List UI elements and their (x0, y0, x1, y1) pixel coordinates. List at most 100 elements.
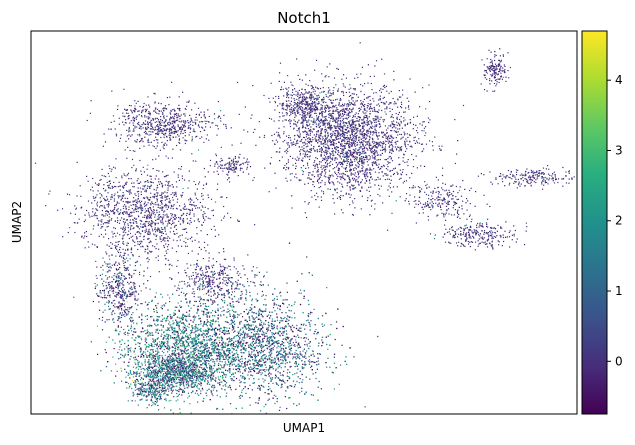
scatter-point (312, 87, 314, 89)
scatter-point (486, 66, 488, 68)
scatter-point (310, 140, 312, 142)
scatter-point (177, 130, 179, 132)
scatter-point (165, 233, 167, 235)
scatter-point (291, 173, 293, 175)
scatter-point (179, 209, 182, 211)
scatter-point (294, 114, 296, 116)
scatter-point (329, 110, 331, 112)
scatter-point (150, 215, 153, 217)
scatter-point (199, 283, 201, 285)
scatter-point (175, 228, 178, 231)
scatter-point (327, 141, 329, 143)
scatter-point (138, 110, 140, 112)
scatter-point (197, 273, 199, 275)
scatter-point (353, 141, 355, 144)
scatter-point (152, 221, 154, 223)
scatter-point (96, 218, 98, 220)
scatter-point (312, 96, 314, 98)
scatter-point (412, 166, 414, 168)
scatter-point (199, 268, 201, 270)
scatter-point (324, 162, 327, 164)
scatter-point (285, 169, 287, 171)
scatter-point (347, 127, 349, 129)
scatter-point (327, 155, 330, 158)
scatter-point (94, 212, 97, 214)
scatter-point (79, 185, 81, 187)
scatter-point (106, 204, 108, 206)
scatter-point (375, 118, 377, 120)
scatter-point (118, 202, 120, 204)
scatter-point (153, 146, 155, 148)
scatter-point (175, 195, 177, 197)
scatter-point (164, 199, 166, 201)
scatter-point (302, 115, 304, 117)
scatter-point (314, 150, 316, 152)
scatter-point (409, 78, 411, 80)
scatter-point (320, 161, 322, 163)
scatter-point (491, 75, 494, 77)
scatter-point (378, 132, 380, 134)
scatter-point (186, 245, 188, 247)
scatter-point (299, 114, 301, 116)
scatter-point (326, 122, 328, 124)
scatter-point (359, 190, 361, 192)
scatter-point (329, 165, 331, 167)
scatter-point (136, 180, 138, 182)
scatter-point (401, 103, 403, 105)
scatter-point (132, 186, 134, 188)
scatter-point (113, 211, 115, 214)
scatter-point (345, 77, 347, 79)
scatter-point (154, 227, 156, 229)
scatter-point (286, 114, 288, 116)
scatter-point (347, 103, 349, 105)
scatter-point (341, 185, 343, 187)
scatter-point (115, 246, 117, 248)
scatter-point (366, 107, 368, 109)
scatter-point (351, 142, 353, 144)
scatter-point (361, 122, 363, 124)
scatter-point (369, 147, 371, 149)
scatter-point (146, 221, 148, 223)
scatter-point (223, 215, 226, 217)
scatter-point (127, 202, 129, 204)
scatter-point (166, 125, 168, 127)
scatter-point (110, 242, 112, 244)
scatter-point (161, 235, 163, 237)
scatter-point (338, 141, 340, 144)
scatter-point (176, 232, 178, 234)
scatter-point (118, 251, 120, 254)
scatter-point (330, 128, 332, 130)
scatter-point (364, 134, 366, 137)
scatter-point (324, 126, 326, 128)
scatter-point (348, 142, 350, 144)
scatter-point (327, 92, 329, 94)
scatter-point (317, 118, 319, 120)
scatter-point (362, 162, 364, 164)
scatter-point (124, 197, 126, 199)
scatter-point (152, 159, 154, 161)
scatter-point (342, 154, 344, 156)
scatter-point (176, 208, 178, 210)
scatter-point (310, 151, 312, 153)
scatter-point (323, 165, 325, 167)
scatter-point (168, 268, 171, 270)
scatter-point (164, 230, 166, 232)
scatter-point (343, 156, 345, 158)
scatter-point (369, 120, 371, 122)
scatter-point (371, 150, 373, 152)
scatter-point (344, 153, 346, 155)
scatter-point (349, 186, 351, 188)
scatter-point (313, 120, 315, 122)
scatter-point (365, 177, 367, 180)
scatter-point (306, 112, 309, 114)
scatter-point (198, 207, 201, 209)
scatter-point (333, 154, 335, 156)
scatter-point (208, 289, 210, 291)
scatter-point (340, 114, 342, 116)
scatter-point (91, 186, 93, 188)
scatter-point (347, 175, 349, 177)
scatter-point (101, 219, 103, 221)
scatter-point (490, 74, 492, 76)
scatter-point (133, 109, 135, 112)
scatter-point (176, 240, 178, 242)
